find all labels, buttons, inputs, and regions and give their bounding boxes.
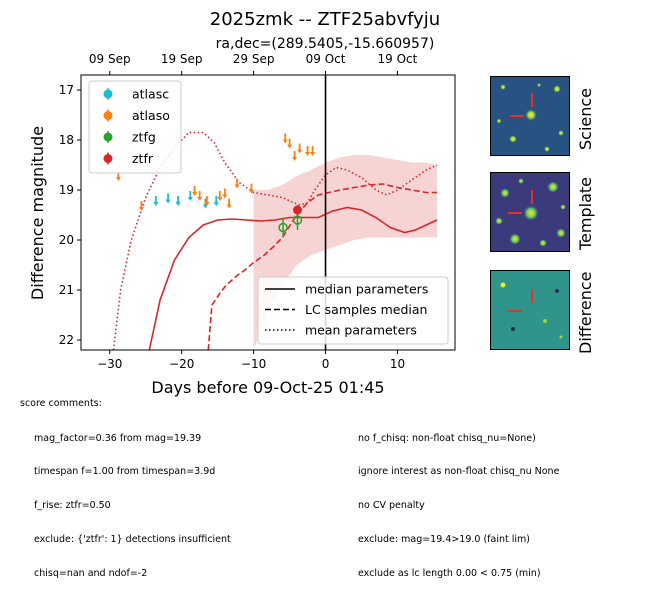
atlaso-limit-arrow	[115, 177, 121, 181]
legend-label-solid: median parameters	[305, 282, 428, 297]
comment-line: chisq=nan and ndof=-2	[34, 568, 148, 580]
top-tick-label: 09 Oct	[306, 52, 346, 66]
y-tick-label: 18	[59, 133, 74, 147]
comment-line: no f_chisq: non-float chisq_nu=None)	[358, 432, 536, 444]
atlaso-limit-arrow	[192, 192, 198, 196]
atlaso-limit-arrow	[217, 197, 223, 201]
y-tick-label: 17	[59, 83, 74, 97]
legend-label-atlasc: atlasc	[132, 87, 169, 102]
x-tick-label: −10	[241, 357, 266, 371]
ztfr-point	[292, 205, 302, 215]
score-comments-header: score comments:	[20, 398, 102, 409]
atlasc-limit-arrow	[153, 202, 159, 206]
y-tick-label: 20	[59, 233, 74, 247]
legend-marker-ztfr	[103, 154, 113, 163]
x-tick-label: −30	[97, 357, 122, 371]
x-tick-label: 10	[390, 357, 405, 371]
comment-line: mag_factor=0.36 from mag=19.39	[34, 432, 202, 444]
x-tick-label: 0	[322, 357, 330, 371]
legend-label-atlaso: atlaso	[132, 108, 170, 123]
chart-title: 2025zmk -- ZTF25abvfyju	[210, 9, 440, 30]
difference-cutout	[490, 270, 570, 350]
legend-filters-box	[88, 80, 182, 174]
atlaso-limit-arrow	[287, 144, 293, 149]
light-curve-chart: 2025zmk -- ZTF25abvfyju ra,dec=(289.5405…	[28, 9, 456, 397]
atlaso-limit-arrow	[292, 157, 298, 161]
y-axis-label: Difference magnitude	[28, 126, 47, 300]
atlaso-limit-arrow	[310, 152, 316, 156]
legend-label-dashed: LC samples median	[305, 302, 427, 317]
x-axis-label: Days before 09-Oct-25 01:45	[151, 378, 384, 397]
template-label: Template	[576, 176, 595, 250]
x-tick-label: −20	[169, 357, 194, 371]
atlaso-limit-arrow	[197, 197, 203, 201]
atlaso-limit-arrow	[222, 194, 228, 199]
template-image	[491, 173, 569, 251]
atlaso-limit-arrow	[305, 152, 311, 156]
comment-line: exclude as lc length 0.00 < 0.75 (min)	[358, 568, 541, 580]
comment-line: no CV penalty	[358, 500, 425, 512]
comment-line: ignore interest as non-float chisq_nu No…	[358, 466, 560, 478]
legend-marker-ztfg	[103, 132, 113, 142]
difference-image	[491, 271, 569, 349]
ztfg-point	[292, 215, 303, 225]
legend-label-ztfr: ztfr	[132, 151, 154, 166]
chart-subtitle: ra,dec=(289.5405,-15.660957)	[216, 36, 435, 52]
y-tick-label: 19	[59, 183, 74, 197]
atlasc-limit-arrow	[187, 197, 193, 201]
comment-line: timespan f=1.00 from timespan=3.9d	[34, 466, 216, 478]
legend-models: median parameters LC samples median mean p…	[257, 276, 449, 345]
science-label: Science	[576, 87, 595, 150]
atlasc-limit-arrow	[175, 202, 181, 206]
atlaso-limit-arrow	[138, 207, 144, 211]
top-tick-label: 19 Sep	[161, 52, 203, 66]
legend-marker-atlaso	[103, 111, 113, 120]
ztfg-point	[278, 222, 288, 233]
comment-line: f_rise: ztfr=0.50	[34, 500, 111, 512]
score-comments-left: mag_factor=0.36 from mag=19.39 timespan …	[34, 410, 231, 591]
model-uncertainty-band	[253, 155, 437, 350]
legend-marker-atlasc	[103, 89, 113, 99]
atlasc-limit-arrow	[213, 202, 219, 206]
legend-models-box	[257, 276, 449, 345]
atlaso-limit-arrow	[226, 204, 232, 209]
mean-parameters-line	[112, 131, 438, 350]
atlaso-limit-arrow	[282, 139, 288, 144]
atlasc-limit-arrow	[165, 199, 171, 204]
top-tick-label: 09 Sep	[89, 52, 131, 66]
atlaso-limit-arrow	[248, 189, 254, 194]
science-cutout	[490, 76, 570, 156]
template-cutout	[490, 172, 570, 252]
legend-filters: atlasc atlaso ztfg ztfr	[88, 80, 182, 174]
comment-line: exclude: mag=19.4>19.0 (faint lim)	[358, 534, 530, 546]
y-tick-label: 21	[59, 283, 74, 297]
legend-label-ztfg: ztfg	[132, 130, 156, 145]
comment-line: exclude: {'ztfr': 1} detections insuffic…	[34, 534, 231, 546]
atlaso-limit-arrow	[234, 184, 240, 189]
science-image	[491, 77, 569, 155]
score-comments-right: no f_chisq: non-float chisq_nu=None) ign…	[358, 410, 559, 591]
y-tick-label: 22	[59, 333, 74, 347]
legend-label-dotted: mean parameters	[305, 323, 417, 338]
plot-frame	[80, 74, 456, 351]
plot-area	[112, 75, 438, 350]
top-tick-label: 19 Oct	[378, 52, 418, 66]
difference-label: Difference	[576, 271, 595, 354]
atlaso-limit-arrow	[204, 202, 210, 206]
atlaso-limit-arrow	[297, 149, 303, 154]
top-tick-label: 29 Sep	[233, 52, 275, 66]
lc-samples-median-line	[207, 183, 437, 350]
